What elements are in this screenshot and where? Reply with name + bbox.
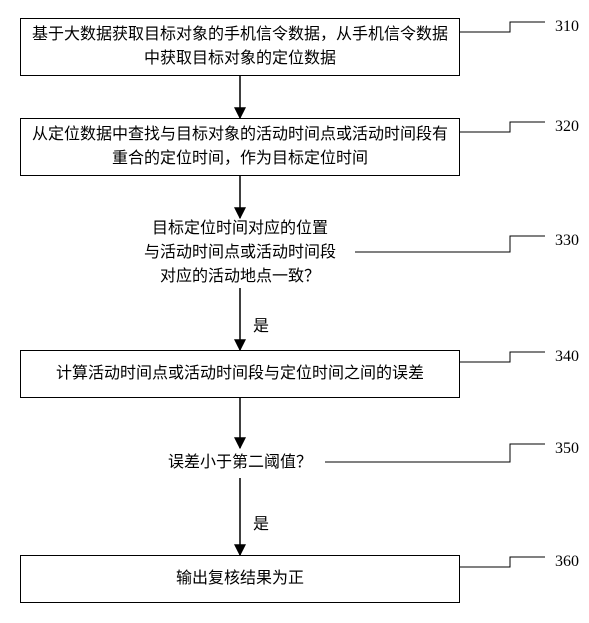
node-label-n340: 340 (555, 348, 579, 366)
node-label-n310: 310 (555, 18, 579, 36)
flow-node-n330: 目标定位时间对应的位置 与活动时间点或活动时间段 对应的活动地点一致？ (125, 218, 355, 288)
node-text: 基于大数据获取目标对象的手机信令数据，从手机信令数据中获取目标对象的定位数据 (31, 23, 449, 71)
leader-n320 (460, 122, 545, 132)
flow-node-n360: 输出复核结果为正 (20, 555, 460, 603)
node-text: 目标定位时间对应的位置 与活动时间点或活动时间段 对应的活动地点一致？ (144, 217, 336, 289)
leader-n340 (460, 352, 545, 362)
flowchart-container: 基于大数据获取目标对象的手机信令数据，从手机信令数据中获取目标对象的定位数据从定… (0, 0, 589, 623)
flow-node-n350: 误差小于第二阈值？ (155, 448, 325, 478)
node-text: 计算活动时间点或活动时间段与定位时间之间的误差 (56, 362, 424, 386)
flow-node-n340: 计算活动时间点或活动时间段与定位时间之间的误差 (20, 350, 460, 398)
node-text: 从定位数据中查找与目标对象的活动时间点或活动时间段有重合的定位时间，作为目标定位… (31, 123, 449, 171)
leader-n310 (460, 22, 545, 32)
edge-label: 是 (253, 312, 269, 336)
node-label-n330: 330 (555, 232, 579, 250)
leader-n350 (325, 444, 545, 462)
node-label-n320: 320 (555, 118, 579, 136)
leader-n330 (355, 236, 545, 252)
flow-node-n320: 从定位数据中查找与目标对象的活动时间点或活动时间段有重合的定位时间，作为目标定位… (20, 118, 460, 176)
node-text: 误差小于第二阈值？ (168, 451, 312, 475)
node-label-n360: 360 (555, 553, 579, 571)
flow-node-n310: 基于大数据获取目标对象的手机信令数据，从手机信令数据中获取目标对象的定位数据 (20, 18, 460, 76)
edge-label: 是 (253, 510, 269, 534)
leader-n360 (460, 557, 545, 567)
node-text: 输出复核结果为正 (176, 567, 304, 591)
connectors-svg (0, 0, 589, 623)
node-label-n350: 350 (555, 440, 579, 458)
